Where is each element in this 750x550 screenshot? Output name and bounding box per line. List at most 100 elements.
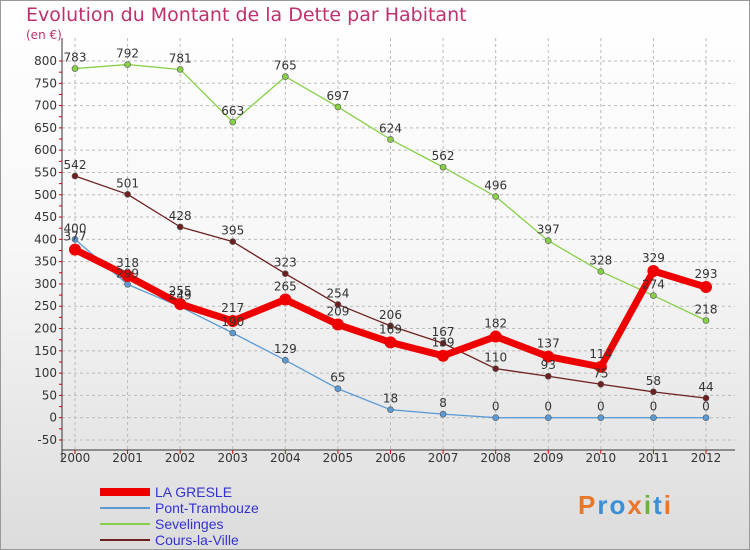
data-label: 501 <box>116 176 139 190</box>
data-label: 65 <box>330 371 345 385</box>
data-label: 139 <box>432 336 455 350</box>
x-tick-label: 2005 <box>323 451 354 465</box>
data-point <box>334 301 342 308</box>
data-point <box>174 298 187 311</box>
y-tick-label: 700 <box>34 99 57 113</box>
data-point <box>439 163 447 171</box>
legend-item: Sevelinges <box>100 516 259 532</box>
x-tick-label: 2004 <box>270 451 301 465</box>
data-label: 397 <box>537 223 560 237</box>
data-label: 663 <box>221 104 244 118</box>
legend-label: Pont-Trambouze <box>155 500 259 516</box>
data-point <box>124 61 131 68</box>
data-label: 129 <box>274 342 297 356</box>
data-point <box>124 281 131 288</box>
data-label: 114 <box>589 347 612 361</box>
y-tick-label: -50 <box>37 433 57 447</box>
data-point <box>71 65 79 72</box>
data-label: 206 <box>379 308 402 322</box>
logo-letter: t <box>653 490 664 520</box>
data-point <box>492 414 499 422</box>
data-point <box>334 103 342 111</box>
y-tick-label: 800 <box>34 54 57 68</box>
data-label: 542 <box>64 158 87 172</box>
data-label: 255 <box>169 284 192 298</box>
x-tick-label: 2009 <box>533 451 564 465</box>
y-tick-label: 300 <box>34 277 57 291</box>
data-label: 93 <box>541 358 556 372</box>
data-point <box>597 414 605 422</box>
data-point <box>492 365 499 372</box>
data-label: 299 <box>116 266 139 280</box>
data-point <box>176 223 184 231</box>
data-label: 167 <box>432 325 455 339</box>
data-point <box>229 238 237 245</box>
data-label: 377 <box>64 230 87 244</box>
series-line-2 <box>74 63 707 322</box>
data-label: 44 <box>698 380 713 394</box>
data-label: 218 <box>695 303 718 317</box>
data-label: 182 <box>484 317 507 331</box>
data-point <box>121 269 134 282</box>
data-point <box>700 281 712 294</box>
data-label: 562 <box>432 149 455 163</box>
y-tick-label: 750 <box>34 76 57 90</box>
data-label: 624 <box>379 121 402 135</box>
data-point <box>387 406 394 413</box>
data-label: 209 <box>326 305 349 319</box>
x-tick-label: 2008 <box>480 451 511 465</box>
data-point <box>597 380 605 388</box>
data-point <box>650 414 657 422</box>
proxiti-logo: Proxiti <box>578 490 673 521</box>
data-label: 783 <box>64 51 87 65</box>
data-label: 0 <box>597 400 605 414</box>
data-point <box>282 270 289 277</box>
data-label: 110 <box>484 351 507 365</box>
data-point <box>650 292 657 299</box>
legend-swatch <box>100 523 150 525</box>
legend-swatch <box>100 488 150 496</box>
data-point <box>437 349 450 362</box>
legend-swatch <box>100 507 150 509</box>
data-point <box>650 388 657 396</box>
data-point <box>702 394 710 402</box>
y-tick-label: 550 <box>34 165 57 179</box>
logo-letter: i <box>663 490 673 520</box>
legend-item: LA GRESLE <box>100 484 259 500</box>
data-label: 217 <box>221 301 244 315</box>
data-point <box>544 237 552 244</box>
data-point <box>229 118 237 126</box>
data-point <box>226 314 239 327</box>
data-label: 169 <box>379 322 402 336</box>
data-point <box>176 66 184 73</box>
data-point <box>71 236 79 243</box>
data-label: 249 <box>169 289 192 303</box>
data-label: 781 <box>169 51 192 65</box>
data-point <box>71 172 79 180</box>
data-point <box>334 385 342 393</box>
legend-label: Sevelinges <box>155 516 224 532</box>
data-label: 329 <box>642 251 665 265</box>
y-tick-label: 350 <box>34 255 57 269</box>
data-label: 318 <box>116 256 139 270</box>
logo-letter: x <box>627 490 644 520</box>
data-label: 293 <box>695 267 718 281</box>
data-label: 765 <box>274 59 297 73</box>
data-label: 190 <box>221 315 244 329</box>
data-point <box>387 136 394 143</box>
data-label: 323 <box>274 256 297 270</box>
legend-item: Pont-Trambouze <box>100 500 259 516</box>
data-label: 265 <box>274 280 297 294</box>
data-label: 18 <box>383 392 398 406</box>
data-point <box>384 336 397 349</box>
data-label: 395 <box>221 224 244 238</box>
data-point <box>702 317 710 324</box>
data-point <box>544 414 552 422</box>
data-point <box>544 372 552 380</box>
chart-title: Evolution du Montant de la Dette par Hab… <box>26 4 467 26</box>
data-point <box>702 414 710 422</box>
logo-letter: P <box>578 490 598 520</box>
data-label: 254 <box>326 286 349 300</box>
legend-item: Cours-la-Ville <box>100 532 259 548</box>
